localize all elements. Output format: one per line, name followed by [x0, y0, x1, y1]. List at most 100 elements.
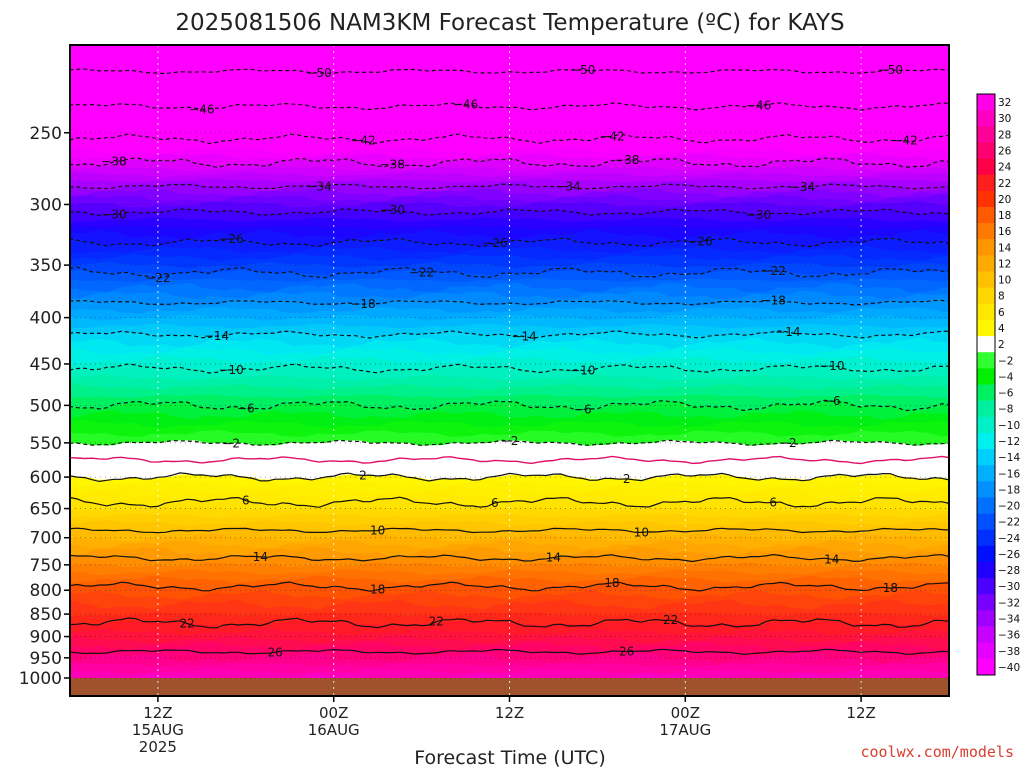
isotherm-label: −22 — [409, 265, 434, 279]
colorbar-swatch — [977, 416, 995, 434]
y-tick-label: 700 — [30, 529, 62, 549]
isotherm-label: −30 — [746, 208, 771, 222]
colorbar-swatch — [977, 400, 995, 418]
colorbar-label: 14 — [998, 242, 1012, 254]
isotherm-label: −26 — [687, 235, 712, 249]
y-tick-label: 950 — [30, 649, 62, 669]
isotherm-minus-2 — [70, 439, 949, 447]
isotherm-label: −2 — [501, 434, 519, 448]
isotherm-label: −46 — [746, 98, 771, 112]
isotherm-2 — [70, 472, 949, 483]
colorbar-swatch — [977, 449, 995, 466]
colorbar-label: −32 — [998, 597, 1020, 609]
colorbar-swatch — [977, 303, 995, 321]
isotherm-label: 14 — [824, 552, 839, 566]
isotherm-label: −30 — [101, 207, 126, 221]
y-tick-label: 600 — [30, 468, 62, 488]
y-tick-label: 400 — [30, 309, 62, 329]
isotherm-label: −14 — [511, 330, 536, 344]
colorbar-swatch — [977, 142, 995, 159]
isotherm-label: −18 — [761, 293, 786, 307]
plot-area: −50 −50 −50 −46 −46 −46 −42 −42 −42 −38 −38 −38 −34 −… — [69, 44, 950, 697]
colorbar-swatch — [977, 206, 995, 224]
y-tick-label: 550 — [30, 434, 62, 454]
isotherm-label: 14 — [546, 551, 561, 565]
colorbar-frame — [976, 93, 996, 676]
colorbar-swatch — [977, 384, 995, 401]
colorbar-label: 16 — [998, 226, 1012, 238]
isotherm-label: −22 — [145, 271, 170, 285]
colorbar-label: −16 — [998, 468, 1020, 480]
colorbar-swatch — [977, 126, 995, 143]
isotherm-label: 18 — [604, 576, 619, 590]
colorbar-label: 26 — [998, 145, 1012, 157]
y-tick-label: 250 — [30, 124, 62, 144]
colorbar-swatch — [977, 481, 995, 498]
x-tick-label: 15AUG — [132, 721, 184, 739]
x-tick-label: 00Z — [319, 704, 348, 722]
colorbar-label: 6 — [998, 307, 1005, 319]
x-tick-label: 17AUG — [659, 721, 711, 739]
isotherm-minus-6 — [70, 399, 949, 412]
isotherm-minus-22 — [70, 266, 949, 279]
colorbar-label: −40 — [998, 662, 1020, 674]
isotherm-label: 6 — [491, 496, 499, 510]
colorbar-swatch — [977, 432, 995, 450]
isotherm-18 — [70, 581, 949, 592]
colorbar-label: −28 — [998, 565, 1020, 577]
isotherm-label: −26 — [482, 236, 507, 250]
colorbar-swatch — [977, 642, 995, 660]
colorbar-swatch — [977, 578, 995, 595]
isotherm-contours — [70, 68, 949, 655]
x-tick-label: 16AUG — [308, 721, 360, 739]
colorbar-label: −34 — [998, 614, 1020, 626]
chart-title: 2025081506 NAM3KM Forecast Temperature (… — [175, 10, 844, 36]
colorbar-swatch — [977, 94, 995, 111]
isotherm-label: −10 — [570, 363, 595, 377]
isotherm-label: −10 — [218, 363, 243, 377]
isotherm-label: −22 — [761, 264, 786, 278]
colorbar-swatch — [977, 158, 995, 175]
colorbar-swatch — [977, 545, 995, 563]
x-tick-label: 00Z — [671, 704, 700, 722]
isotherm-label: −42 — [350, 134, 375, 148]
colorbar-label: −26 — [998, 549, 1020, 561]
isotherm-label: −6 — [823, 394, 841, 408]
y-tick-label: 900 — [30, 628, 62, 648]
isotherm-6 — [70, 496, 949, 508]
x-tick-label: 2025 — [139, 738, 177, 756]
isotherm-label: 6 — [242, 494, 250, 508]
colorbar-label: 30 — [998, 113, 1011, 125]
colorbar-swatch — [977, 287, 995, 305]
isotherm-label: −34 — [306, 179, 331, 193]
colorbar-label: 28 — [998, 129, 1011, 141]
y-tick-label: 1000 — [19, 669, 62, 689]
colorbar-swatch — [977, 174, 995, 192]
colorbar-label: 8 — [998, 291, 1005, 303]
x-tick-label: 12Z — [495, 704, 524, 722]
colorbar-label: 22 — [998, 178, 1011, 190]
isotherm-label: −46 — [189, 102, 214, 116]
isotherm-label: −2 — [779, 436, 797, 450]
isotherm-label: 10 — [370, 524, 385, 538]
colorbar-label: −12 — [998, 436, 1020, 448]
isotherm-label: 18 — [370, 583, 385, 597]
colorbar-label: −36 — [998, 630, 1020, 642]
isotherm-labels: −50 −50 −50 −46 −46 −46 −42 −42 −42 −38 −38 −38 −34 −… — [101, 63, 917, 660]
colorbar-swatch — [977, 529, 995, 547]
isotherm-label: 2 — [623, 472, 631, 486]
isotherm-minus-18 — [70, 299, 949, 306]
isotherm-label: 6 — [769, 495, 777, 509]
colorbar-label: −38 — [998, 646, 1020, 658]
colorbar-label: 18 — [998, 210, 1011, 222]
isotherm-minus-30 — [70, 208, 949, 216]
isotherm-label: −46 — [453, 98, 478, 112]
colorbar-label: −8 — [998, 404, 1013, 416]
x-tick-label: 12Z — [143, 704, 172, 722]
isotherm-label: 22 — [663, 613, 678, 627]
colorbar-label: 12 — [998, 258, 1011, 270]
colorbar-label: −20 — [998, 501, 1020, 513]
colorbar-swatch — [977, 255, 995, 272]
colorbar-swatch — [977, 223, 995, 240]
